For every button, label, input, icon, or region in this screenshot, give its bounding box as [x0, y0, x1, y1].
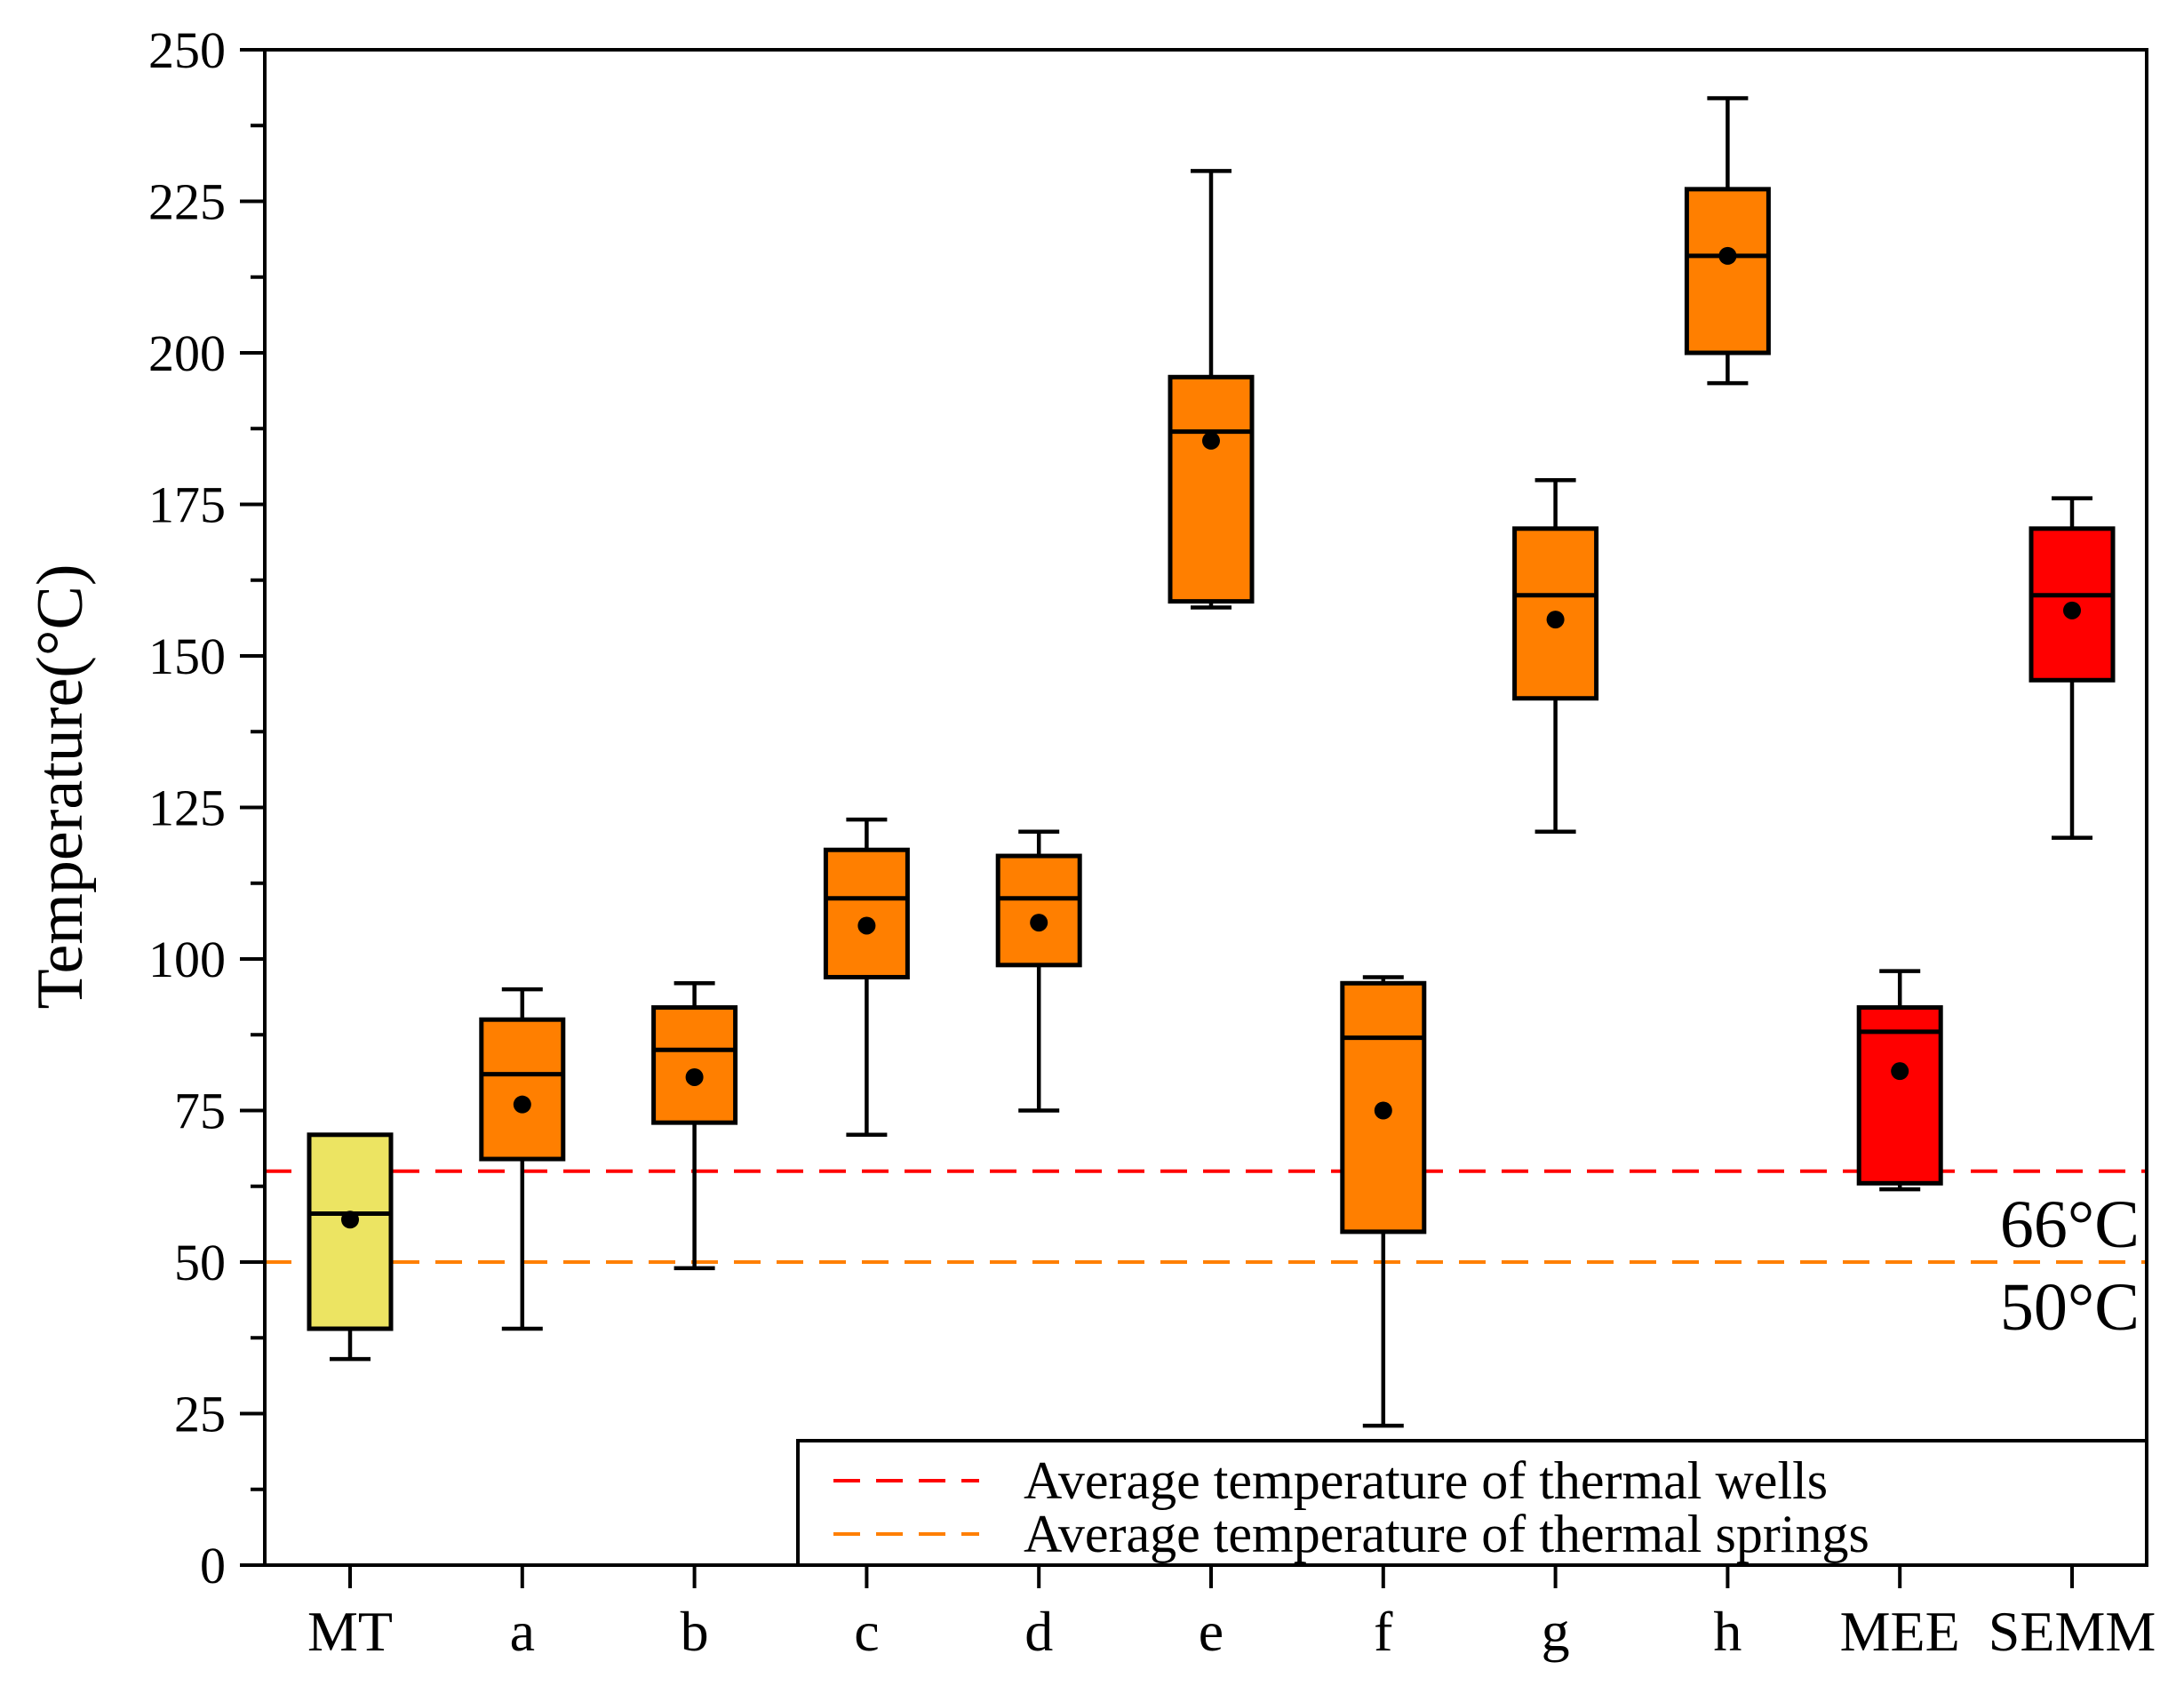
- x-tick-label-b: b: [681, 1600, 709, 1663]
- iqr-box: [1168, 374, 1255, 604]
- legend-entry-1: Average temperature of thermal wells: [1024, 1451, 1828, 1510]
- legend: Average temperature of thermal wellsAver…: [796, 1439, 2148, 1567]
- x-tick-label-c: c: [854, 1600, 879, 1663]
- box-e: [1168, 169, 1255, 610]
- mean-marker: [2063, 601, 2081, 619]
- y-tick-label: 0: [200, 1537, 226, 1594]
- y-tick-label: 25: [174, 1386, 226, 1443]
- box-a: [479, 987, 566, 1331]
- x-tick-label-e: e: [1199, 1600, 1224, 1663]
- x-tick-label-h: h: [1713, 1600, 1742, 1663]
- box-b: [651, 981, 738, 1271]
- x-tick-label-semm: SEMM: [1989, 1600, 2156, 1663]
- box-f: [1340, 975, 1427, 1428]
- mean-marker: [1891, 1062, 1909, 1081]
- box-mee: [1856, 969, 1943, 1192]
- mean-marker: [685, 1067, 704, 1086]
- iqr-box: [307, 1132, 394, 1331]
- mean-marker: [857, 916, 876, 935]
- iqr-box: [995, 853, 1082, 968]
- y-tick-label: 50: [174, 1234, 226, 1291]
- x-tick-label-a: a: [510, 1600, 535, 1663]
- reference-label-2: 50°C: [2000, 1270, 2140, 1345]
- y-tick-label: 125: [148, 779, 226, 837]
- box-c: [823, 817, 910, 1138]
- mean-marker: [341, 1211, 359, 1229]
- legend-box: [796, 1439, 2148, 1567]
- iqr-box: [651, 1005, 738, 1125]
- iqr-box: [479, 1017, 566, 1162]
- x-tick-label-d: d: [1024, 1600, 1053, 1663]
- x-tick-label-f: f: [1374, 1600, 1393, 1663]
- y-tick-label: 225: [148, 173, 226, 231]
- y-axis-title: Temperature(°C): [24, 563, 97, 1009]
- y-tick-label: 150: [148, 627, 226, 685]
- y-tick-label: 200: [148, 324, 226, 382]
- mean-marker: [1030, 914, 1048, 932]
- iqr-box: [1856, 1005, 1943, 1186]
- mean-marker: [1374, 1101, 1392, 1120]
- x-tick-label-mt: MT: [307, 1600, 393, 1663]
- mean-marker: [1202, 431, 1220, 450]
- mean-marker: [1546, 611, 1565, 629]
- reference-label-1: 66°C: [2000, 1187, 2140, 1262]
- x-tick-label-mee: MEE: [1840, 1600, 1960, 1663]
- x-tick-label-g: g: [1542, 1600, 1570, 1663]
- y-tick-label: 100: [148, 931, 226, 988]
- box-h: [1684, 96, 1771, 386]
- y-tick-label: 75: [174, 1083, 226, 1140]
- box-semm: [2029, 496, 2116, 840]
- plot-area: 0 25 50 75 100 125 150 175 200 225 250 MT a b c d e f g h ME…: [148, 21, 2156, 1663]
- iqr-box: [1684, 187, 1771, 356]
- mean-marker: [513, 1095, 531, 1114]
- box-mt: [307, 1132, 394, 1362]
- y-tick-label: 250: [148, 21, 226, 79]
- iqr-box: [823, 847, 910, 979]
- box-d: [995, 829, 1082, 1113]
- box-g: [1512, 477, 1599, 835]
- mean-marker: [1718, 246, 1737, 265]
- plot-frame: [263, 48, 2148, 1567]
- legend-entry-2: Average temperature of thermal springs: [1024, 1505, 1869, 1563]
- y-tick-label: 175: [148, 476, 226, 534]
